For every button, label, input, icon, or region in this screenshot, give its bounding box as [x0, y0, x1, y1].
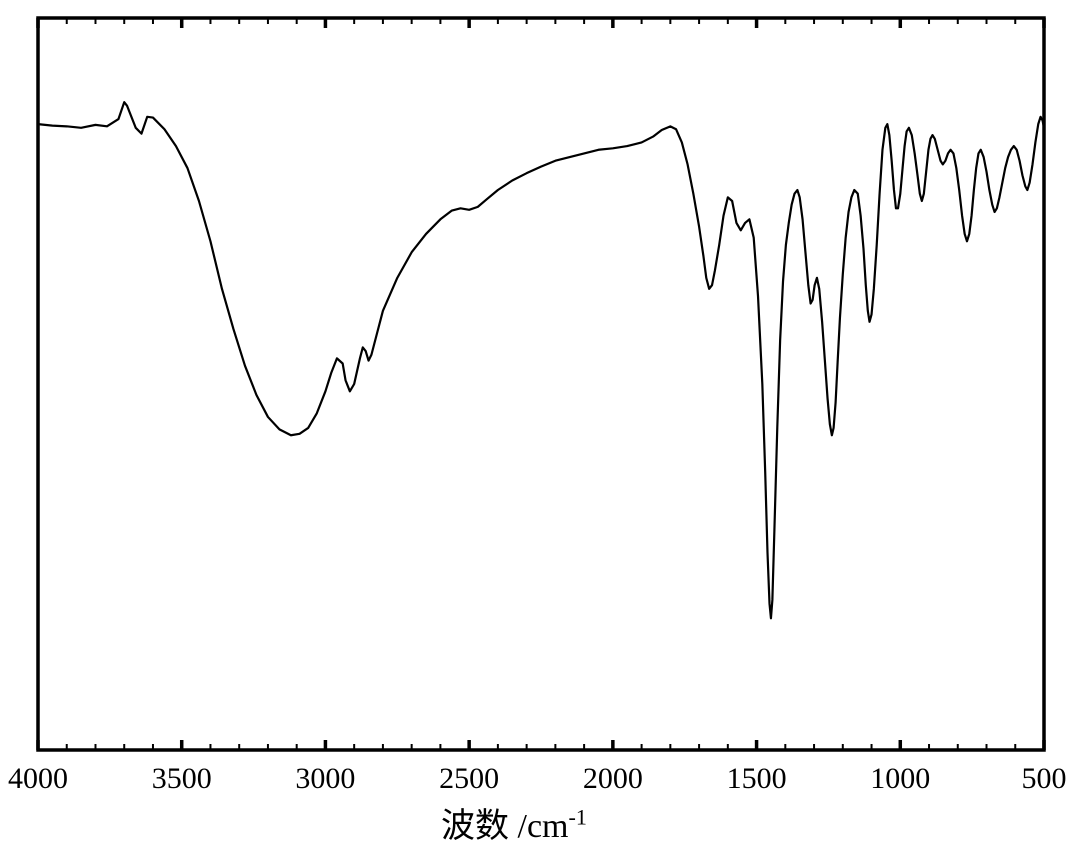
x-tick-label: 2500 — [439, 762, 499, 795]
chart-svg: 4000 3500 3000 2500 2000 1500 1000 500 — [0, 0, 1066, 862]
ir-spectrum-chart: 4000 3500 3000 2500 2000 1500 1000 500 波数 /cm-1 — [0, 0, 1066, 862]
x-axis-label-sup: -1 — [568, 805, 586, 830]
x-tick-label: 3500 — [152, 762, 212, 795]
x-tick-label: 1000 — [870, 762, 930, 795]
x-tick-label: 4000 — [8, 762, 68, 795]
x-tick-label: 3000 — [295, 762, 355, 795]
x-tick-label: 1500 — [727, 762, 787, 795]
x-axis-label: 波数 /cm-1 — [441, 798, 587, 847]
x-tick-label: 2000 — [583, 762, 643, 795]
spectrum-line — [38, 102, 1044, 618]
x-axis-label-text: 波数 /cm — [441, 808, 568, 845]
x-tick-label: 500 — [1022, 762, 1066, 795]
plot-frame — [38, 18, 1044, 750]
